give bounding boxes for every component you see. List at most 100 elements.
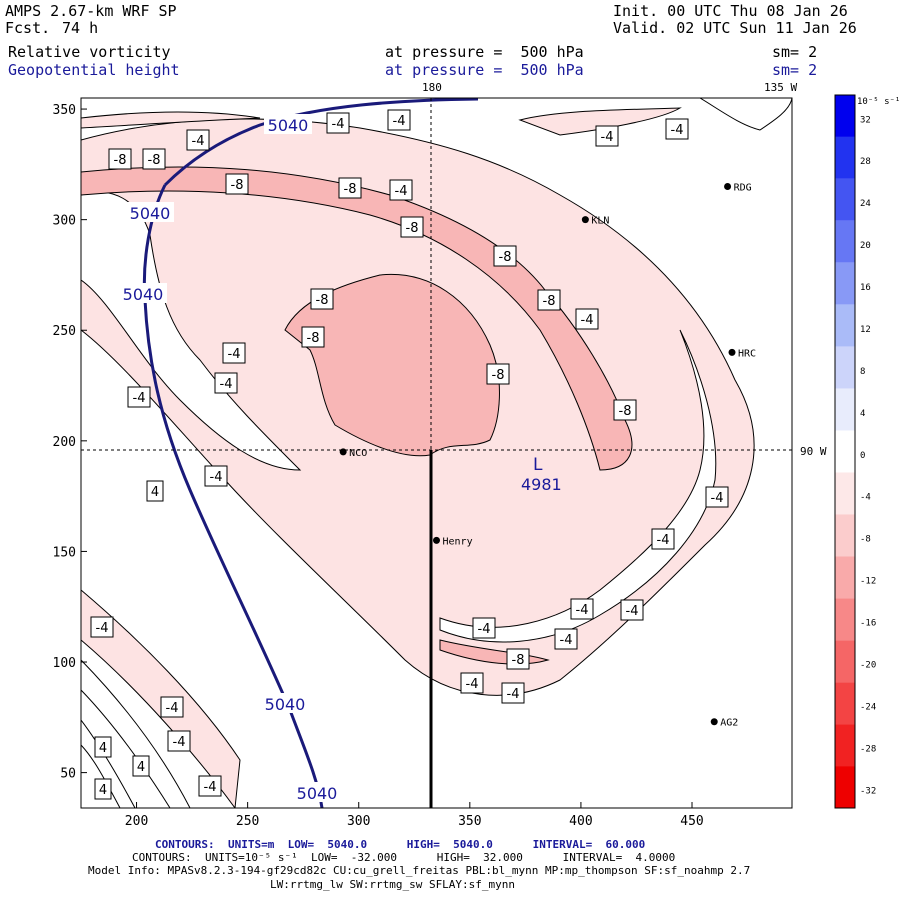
colorbar-segment — [835, 346, 855, 389]
station-marker — [728, 348, 736, 356]
colorbar-segment — [835, 640, 855, 683]
colorbar-tick-label: -4 — [860, 493, 871, 503]
vorticity-label: -8 — [543, 294, 556, 309]
colorbar-tick-label: 8 — [860, 367, 865, 377]
footer-height-contours-prefix: CONTOURS: — [155, 838, 215, 851]
height-label-bg — [119, 283, 167, 303]
vorticity-label-box — [620, 599, 644, 621]
vorticity-label: 4 — [99, 741, 107, 756]
vorticity-label: -4 — [581, 313, 594, 328]
footer-vorticity-contours-prefix: CONTOURS: — [132, 851, 192, 864]
vorticity-label: -4 — [601, 130, 614, 145]
vorticity-label: -4 — [204, 780, 217, 795]
vorticity-label-box — [613, 399, 637, 421]
station-marker — [724, 182, 732, 190]
vorticity-label: 4 — [137, 760, 145, 775]
vorticity-label-box — [389, 179, 413, 201]
colorbar-tick-label: 12 — [860, 325, 871, 335]
vorticity-label-box — [186, 129, 210, 151]
vorticity-label-box — [301, 326, 325, 348]
colorbar-segment — [835, 178, 855, 221]
vorticity-label-box — [225, 173, 249, 195]
vorticity-label: 4 — [99, 783, 107, 798]
vorticity-core — [284, 273, 500, 457]
y-tick-label: 300 — [53, 214, 76, 229]
colorbar-tick-label: 20 — [860, 241, 871, 251]
vorticity-label-box — [94, 736, 112, 758]
vorticity-label: -8 — [231, 178, 244, 193]
vorticity-label-box — [554, 628, 578, 650]
colorbar-segment — [835, 304, 855, 347]
colorbar-segment — [835, 682, 855, 725]
vorticity-label: 4 — [151, 485, 159, 500]
vorticity-label-box — [132, 755, 150, 777]
height-label: 5040 — [265, 695, 306, 714]
vorticity-label-box — [90, 616, 114, 638]
colorbar-tick-label: 4 — [860, 409, 865, 419]
y-tick-label: 100 — [53, 656, 76, 671]
vorticity-label-box — [108, 148, 132, 170]
vorticity-label: -4 — [220, 377, 233, 392]
colorbar-segment — [835, 514, 855, 557]
field-height-label: Geopotential height — [8, 61, 180, 79]
vorticity-label-box — [665, 118, 689, 140]
height-contour-5040 — [142, 184, 324, 809]
vorticity-label: -4 — [96, 621, 109, 636]
station-label: Henry — [443, 536, 473, 547]
vorticity-label-box — [338, 177, 362, 199]
vorticity-label: -4 — [332, 117, 345, 132]
vorticity-shading — [81, 98, 792, 808]
x-tick-label: 300 — [347, 814, 370, 829]
model-title: AMPS 2.67-km WRF SP — [5, 2, 177, 20]
vorticity-label: -4 — [711, 491, 724, 506]
footer-model-info: Model Info: MPASv8.2.3-194-gf29cd82c CU:… — [88, 864, 751, 877]
vorticity-label-box — [537, 289, 561, 311]
vorticity-label: -8 — [619, 404, 632, 419]
colorbar-unit: 10⁻⁵ s⁻¹ — [857, 97, 900, 107]
colorbar-tick-label: 24 — [860, 199, 871, 209]
y-tick-label: 350 — [53, 103, 76, 118]
vorticity-label: -8 — [499, 250, 512, 265]
height-label-bg — [264, 114, 312, 134]
colorbar-segment — [835, 388, 855, 431]
vorticity-label-box — [160, 696, 184, 718]
vorticity-label-box — [142, 148, 166, 170]
x-tick-label: 250 — [236, 814, 259, 829]
colorbar-segment — [835, 766, 855, 808]
vorticity-label: -8 — [492, 368, 505, 383]
y-axis: 50 100 150 200 250 300 350 — [53, 103, 87, 782]
vorticity-label-box — [486, 363, 510, 385]
station-marker — [433, 536, 440, 544]
y-tick-label: 250 — [53, 324, 76, 339]
field-vorticity-label: Relative vorticity — [8, 43, 171, 61]
vorticity-label: -8 — [114, 153, 127, 168]
vorticity-label: -4 — [657, 533, 670, 548]
init-time: Init. 00 UTC Thu 08 Jan 26 — [613, 2, 848, 20]
height-label: 5040 — [123, 285, 164, 304]
height-label: 5040 — [268, 116, 309, 135]
x-tick-label: 400 — [569, 814, 592, 829]
vorticity-label-box — [651, 528, 675, 550]
vorticity-label: -8 — [344, 182, 357, 197]
footer-vorticity-contours: UNITS=10⁻⁵ s⁻¹ LOW= -32.000 HIGH= 32.000… — [205, 851, 676, 864]
footer-physics-info: LW:rrtmg_lw SW:rrtmg_sw SFLAY:sf_mynn — [270, 878, 516, 891]
vorticity-label: -4 — [166, 701, 179, 716]
vorticity-label: -4 — [192, 134, 205, 149]
vorticity-label-box — [198, 775, 222, 797]
plot-frame — [80, 97, 793, 809]
station-label: RDG — [734, 182, 752, 193]
colorbar-tick-label: -32 — [860, 786, 876, 796]
vorticity-label-box — [127, 386, 151, 408]
pressure-level-1: at pressure = 500 hPa — [385, 43, 584, 61]
colorbar: 32 28 24 20 16 12 8 4 0 -4 -8 -12 -16 -20 -24 -28 -32 — [834, 94, 876, 809]
vorticity-labels: -4-4 -4-4-4-8 -8-8 -8 -4-8-8-8 -8-4-8-4-4-8-4… — [90, 109, 729, 800]
vorticity-label-box — [460, 672, 484, 694]
vorticity-label-box — [387, 109, 411, 131]
height-label: 5040 — [130, 204, 171, 223]
vorticity-label: -4 — [576, 603, 589, 618]
colorbar-segment — [835, 220, 855, 263]
height-label-bg — [293, 782, 341, 802]
vorticity-label: -4 — [478, 622, 491, 637]
vorticity-label-box — [493, 245, 517, 267]
colorbar-segment — [835, 724, 855, 767]
